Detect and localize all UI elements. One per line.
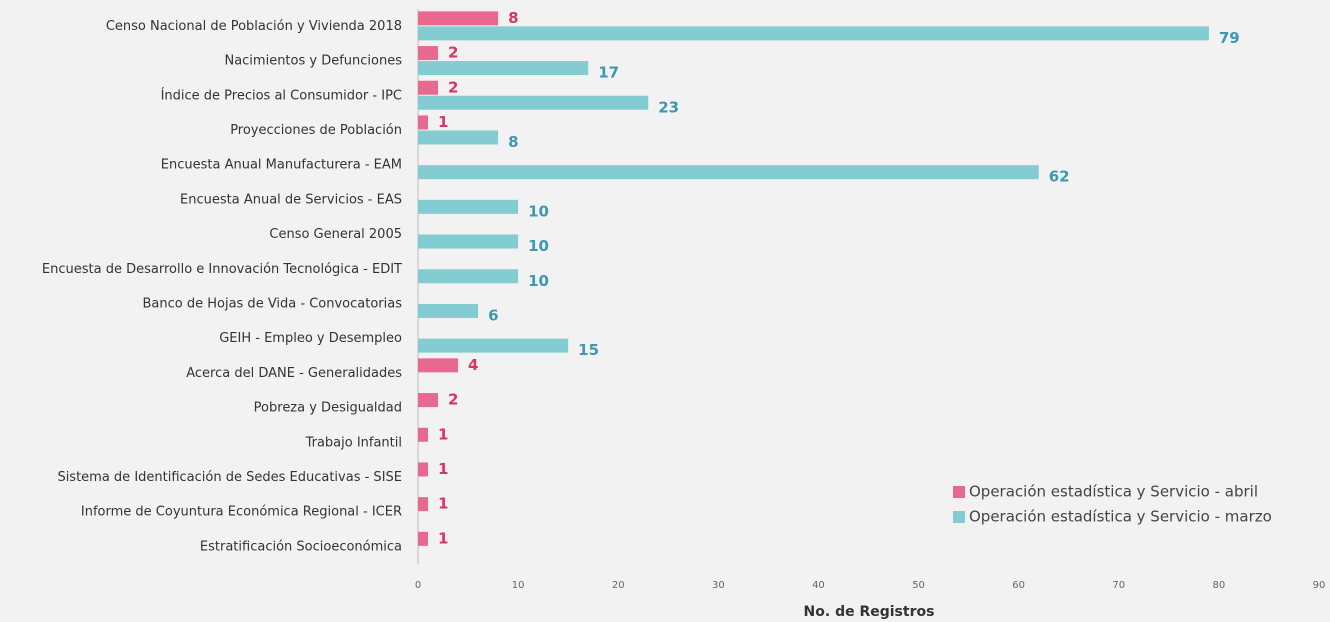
data-label: 4 [468,356,478,374]
data-label: 1 [438,529,448,547]
data-label: 1 [438,113,448,131]
data-label: 62 [1049,168,1070,186]
bar [418,26,1209,41]
y-tick-label: Censo General 2005 [269,227,402,242]
bar [418,393,439,408]
data-label: 2 [448,44,458,62]
y-tick-label: Índice de Precios al Consumidor - IPC [161,87,402,103]
data-label: 17 [598,64,619,82]
bar [418,497,429,512]
bar [418,11,499,26]
legend-swatch [953,486,965,498]
data-label: 15 [578,341,599,359]
y-tick-label: Encuesta de Desarrollo e Innovación Tecn… [42,262,402,277]
bar [418,199,519,214]
x-tick-label: 10 [512,580,525,591]
data-label: 6 [488,306,498,324]
legend-label: Operación estadística y Servicio - marzo [969,508,1272,526]
bar [418,95,649,110]
bar [418,338,569,353]
y-tick-label: Nacimientos y Defunciones [224,54,402,69]
x-tick-label: 30 [712,580,725,591]
data-label: 8 [508,9,518,27]
bar [418,115,429,130]
x-tick-label: 60 [1012,580,1025,591]
bar [418,46,439,61]
y-tick-label: Encuesta Anual de Servicios - EAS [180,192,402,207]
bar [418,269,519,284]
data-label: 10 [528,202,549,220]
x-tick-label: 0 [415,580,421,591]
x-tick-label: 40 [812,580,825,591]
x-tick-label: 50 [912,580,925,591]
bar [418,427,429,442]
x-tick-label: 90 [1313,580,1326,591]
bar [418,80,439,95]
bar [418,303,479,318]
legend-label: Operación estadística y Servicio - abril [969,483,1258,501]
data-label: 10 [528,272,549,290]
data-label: 2 [448,391,458,409]
x-tick-label: 80 [1213,580,1226,591]
data-label: 1 [438,495,448,513]
y-tick-label: Banco de Hojas de Vida - Convocatorias [142,296,402,311]
y-tick-label: Sistema de Identificación de Sedes Educa… [57,470,402,485]
x-axis-title: No. de Registros [804,604,935,620]
y-tick-label: Trabajo Infantil [305,435,402,450]
bar [418,358,459,373]
x-tick-label: 20 [612,580,625,591]
data-label: 1 [438,460,448,478]
y-tick-label: Informe de Coyuntura Económica Regional … [81,505,402,520]
data-label: 2 [448,78,458,96]
bar [418,531,429,546]
legend-swatch [953,511,965,523]
data-label: 1 [438,425,448,443]
data-label: 10 [528,237,549,255]
y-tick-label: Pobreza y Desigualdad [254,401,402,416]
bar [418,165,1039,180]
y-tick-label: Proyecciones de Población [230,123,402,138]
y-tick-label: Acerca del DANE - Generalidades [186,366,402,381]
bar [418,130,499,145]
y-tick-label: Estratificación Socioeconómica [200,539,402,554]
bar [418,61,589,76]
y-tick-label: GEIH - Empleo y Desempleo [219,331,402,346]
bar [418,234,519,249]
y-tick-label: Encuesta Anual Manufacturera - EAM [161,158,402,173]
data-label: 79 [1219,29,1240,47]
y-tick-label: Censo Nacional de Población y Vivienda 2… [106,19,402,34]
data-label: 8 [508,133,518,151]
data-label: 23 [658,98,679,116]
x-tick-label: 70 [1112,580,1125,591]
bar [418,462,429,477]
